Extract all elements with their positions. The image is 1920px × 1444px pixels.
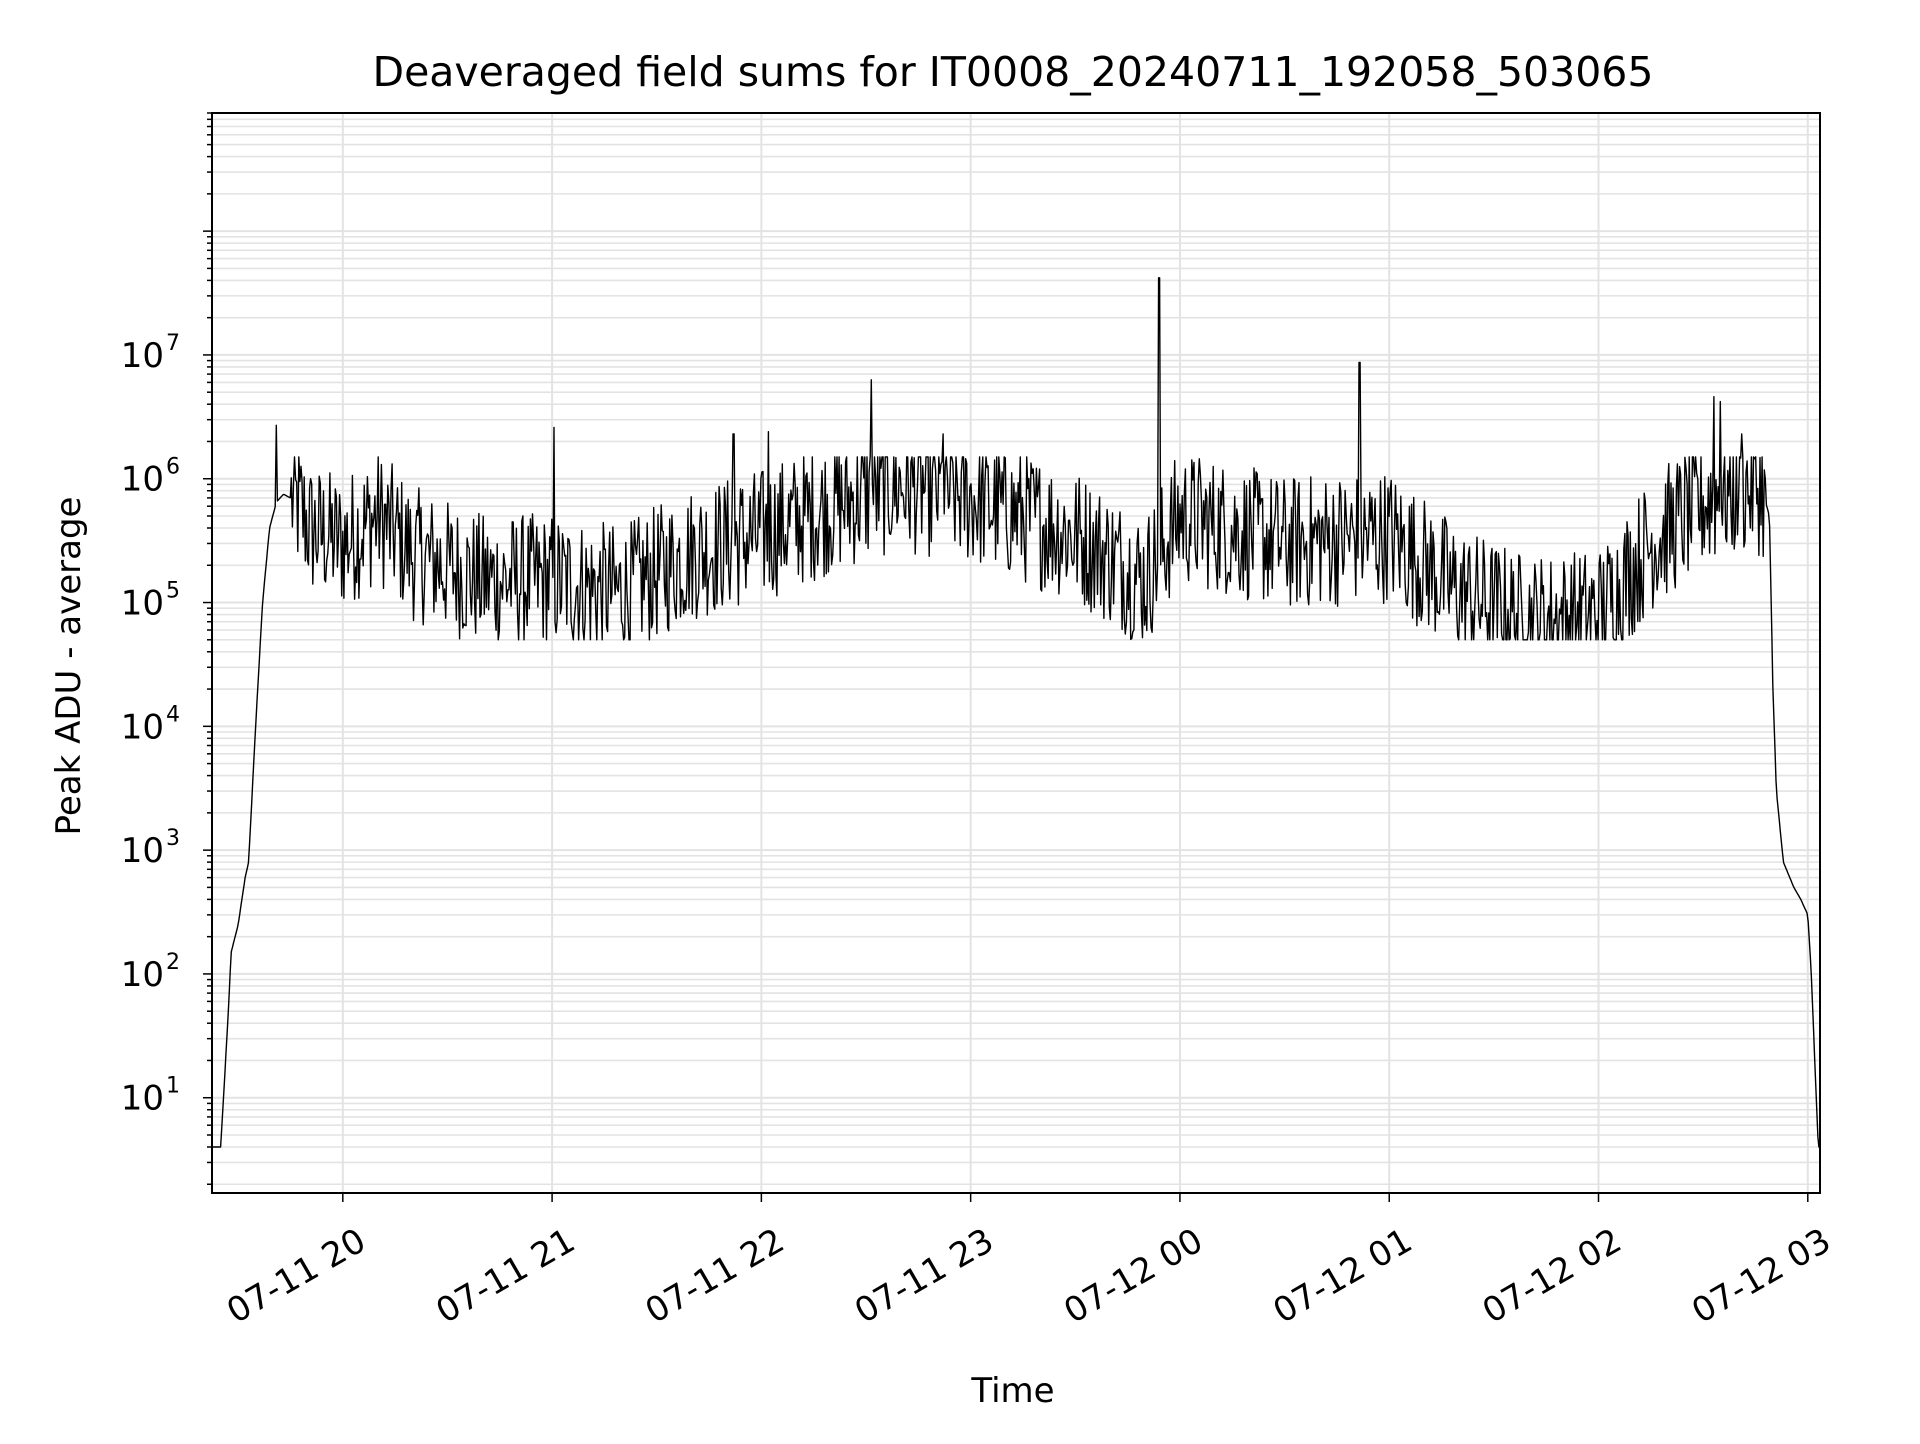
y-tick-label: 10 bbox=[121, 955, 164, 995]
series-layer bbox=[212, 277, 1820, 1148]
x-axis-label: Time bbox=[970, 1371, 1054, 1411]
y-tick-label-exponent: 7 bbox=[166, 331, 180, 356]
chart-title: Deaveraged field sums for IT0008_2024071… bbox=[373, 48, 1654, 96]
grid bbox=[212, 112, 1820, 1193]
y-tick-label-exponent: 3 bbox=[166, 826, 180, 851]
y-tick-label: 10 bbox=[121, 1079, 164, 1119]
y-tick-label-exponent: 2 bbox=[166, 950, 180, 975]
plot-frame bbox=[211, 112, 1821, 1194]
y-tick-label-exponent: 4 bbox=[166, 702, 180, 727]
y-axis-label: Peak ADU - average bbox=[49, 497, 89, 836]
y-tick-label: 10 bbox=[121, 831, 164, 871]
y-tick-label-exponent: 6 bbox=[166, 455, 180, 480]
y-tick-label-exponent: 5 bbox=[166, 579, 180, 604]
series-line bbox=[212, 277, 1820, 1148]
y-tick-label: 10 bbox=[121, 460, 164, 500]
y-tick-label: 10 bbox=[121, 336, 164, 376]
y-tick-label-exponent: 1 bbox=[166, 1074, 180, 1099]
y-tick-label: 10 bbox=[121, 707, 164, 747]
y-tick-label: 10 bbox=[121, 584, 164, 624]
